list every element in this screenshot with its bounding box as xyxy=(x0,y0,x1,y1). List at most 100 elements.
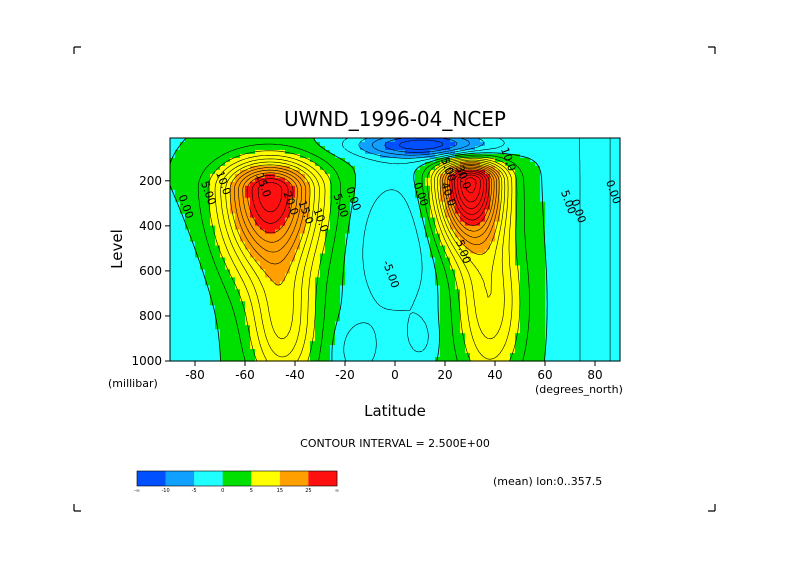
field-cell xyxy=(410,245,416,251)
field-cell xyxy=(415,281,421,286)
field-cell xyxy=(485,189,491,195)
field-cell xyxy=(495,245,501,251)
field-cell xyxy=(215,153,221,159)
field-cell xyxy=(235,261,241,267)
field-cell xyxy=(550,225,556,231)
field-cell xyxy=(195,213,201,219)
field-cell xyxy=(215,293,221,298)
field-cell xyxy=(445,357,451,362)
field-cell xyxy=(245,225,251,231)
field-cell xyxy=(380,193,386,199)
field-cell xyxy=(390,269,396,274)
field-cell xyxy=(320,273,326,278)
field-cell xyxy=(540,213,546,219)
field-cell xyxy=(520,165,526,171)
field-cell xyxy=(455,165,461,171)
field-cell xyxy=(185,225,191,231)
field-cell xyxy=(355,141,361,147)
field-cell xyxy=(220,153,226,159)
field-cell xyxy=(340,293,346,298)
field-cell xyxy=(260,225,266,231)
field-cell xyxy=(285,285,291,290)
field-cell xyxy=(615,169,621,175)
field-cell xyxy=(260,305,266,310)
field-cell xyxy=(590,221,596,227)
field-cell xyxy=(570,138,576,143)
field-cell xyxy=(550,293,556,298)
field-cell xyxy=(470,149,476,155)
field-cell xyxy=(350,157,356,163)
field-cell xyxy=(415,273,421,278)
field-cell xyxy=(280,353,286,358)
field-cell xyxy=(230,185,236,191)
field-cell xyxy=(525,181,531,187)
field-cell xyxy=(360,181,366,187)
field-cell xyxy=(500,233,506,239)
field-cell xyxy=(230,253,236,259)
field-cell xyxy=(240,277,246,282)
field-cell xyxy=(280,257,286,263)
field-cell xyxy=(495,181,501,187)
field-cell xyxy=(305,281,311,286)
field-cell xyxy=(290,277,296,282)
field-cell xyxy=(275,229,281,235)
field-cell xyxy=(585,169,591,175)
field-cell xyxy=(610,333,616,338)
field-cell xyxy=(290,161,296,167)
field-cell xyxy=(575,269,581,274)
field-cell xyxy=(275,221,281,227)
field-cell xyxy=(510,141,516,147)
field-cell xyxy=(250,305,256,310)
field-cell xyxy=(320,357,326,362)
field-cell xyxy=(535,138,541,143)
field-cell xyxy=(325,161,331,167)
field-cell xyxy=(310,189,316,195)
field-cell xyxy=(380,353,386,358)
field-cell xyxy=(560,145,566,151)
field-cell xyxy=(380,341,386,346)
field-cell xyxy=(590,149,596,155)
field-cell xyxy=(405,209,411,215)
field-cell xyxy=(395,177,401,183)
field-cell xyxy=(290,253,296,259)
field-cell xyxy=(560,185,566,191)
field-cell xyxy=(195,161,201,167)
field-cell xyxy=(250,277,256,282)
field-cell xyxy=(585,273,591,278)
field-cell xyxy=(520,313,526,318)
field-cell xyxy=(425,289,431,294)
field-cell xyxy=(545,321,551,326)
field-cell xyxy=(325,169,331,175)
field-cell xyxy=(575,245,581,251)
field-cell xyxy=(475,305,481,310)
field-cell xyxy=(345,345,351,350)
field-cell xyxy=(590,265,596,271)
field-cell xyxy=(270,201,276,207)
field-cell xyxy=(510,345,516,350)
field-cell xyxy=(590,233,596,239)
field-cell xyxy=(285,138,291,143)
field-cell xyxy=(565,241,571,247)
field-cell xyxy=(590,201,596,207)
field-cell xyxy=(405,341,411,346)
field-cell xyxy=(505,185,511,191)
field-cell xyxy=(300,301,306,306)
field-cell xyxy=(270,237,276,243)
field-cell xyxy=(420,189,426,195)
field-cell xyxy=(445,221,451,227)
field-cell xyxy=(460,193,466,199)
field-cell xyxy=(325,329,331,334)
field-cell xyxy=(180,185,186,191)
field-cell xyxy=(500,153,506,159)
field-cell xyxy=(430,353,436,358)
field-cell xyxy=(265,213,271,219)
field-cell xyxy=(305,249,311,255)
field-cell xyxy=(480,233,486,239)
field-cell xyxy=(255,149,261,155)
field-cell xyxy=(570,281,576,286)
field-cell xyxy=(305,245,311,251)
field-cell xyxy=(180,229,186,235)
field-cell xyxy=(510,341,516,346)
field-cell xyxy=(355,189,361,195)
field-cell xyxy=(225,181,231,187)
